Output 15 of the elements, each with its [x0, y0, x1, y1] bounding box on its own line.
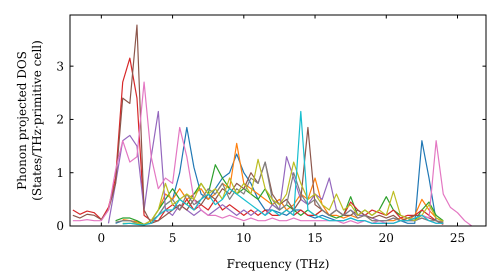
x-axis-title: Frequency (THz) [226, 257, 330, 271]
line-series [72, 82, 472, 226]
x-tick-label: 5 [168, 231, 176, 245]
x-tick-label: 10 [236, 231, 252, 245]
line-series [72, 24, 444, 224]
y-tick-label: 2 [56, 112, 64, 127]
y-tick-label: 1 [56, 166, 64, 180]
x-tick-label: 15 [307, 231, 323, 245]
y-axis-title: Phonon projected DOS (States/THz·primitive cell) [15, 40, 44, 201]
x-tick-label: 25 [450, 231, 466, 245]
line-series [72, 58, 444, 225]
y-tick-label: 0 [56, 219, 64, 234]
x-tick-label: 20 [378, 231, 394, 245]
y-tick-label: 3 [56, 59, 64, 74]
x-tick-label: 0 [98, 231, 106, 245]
